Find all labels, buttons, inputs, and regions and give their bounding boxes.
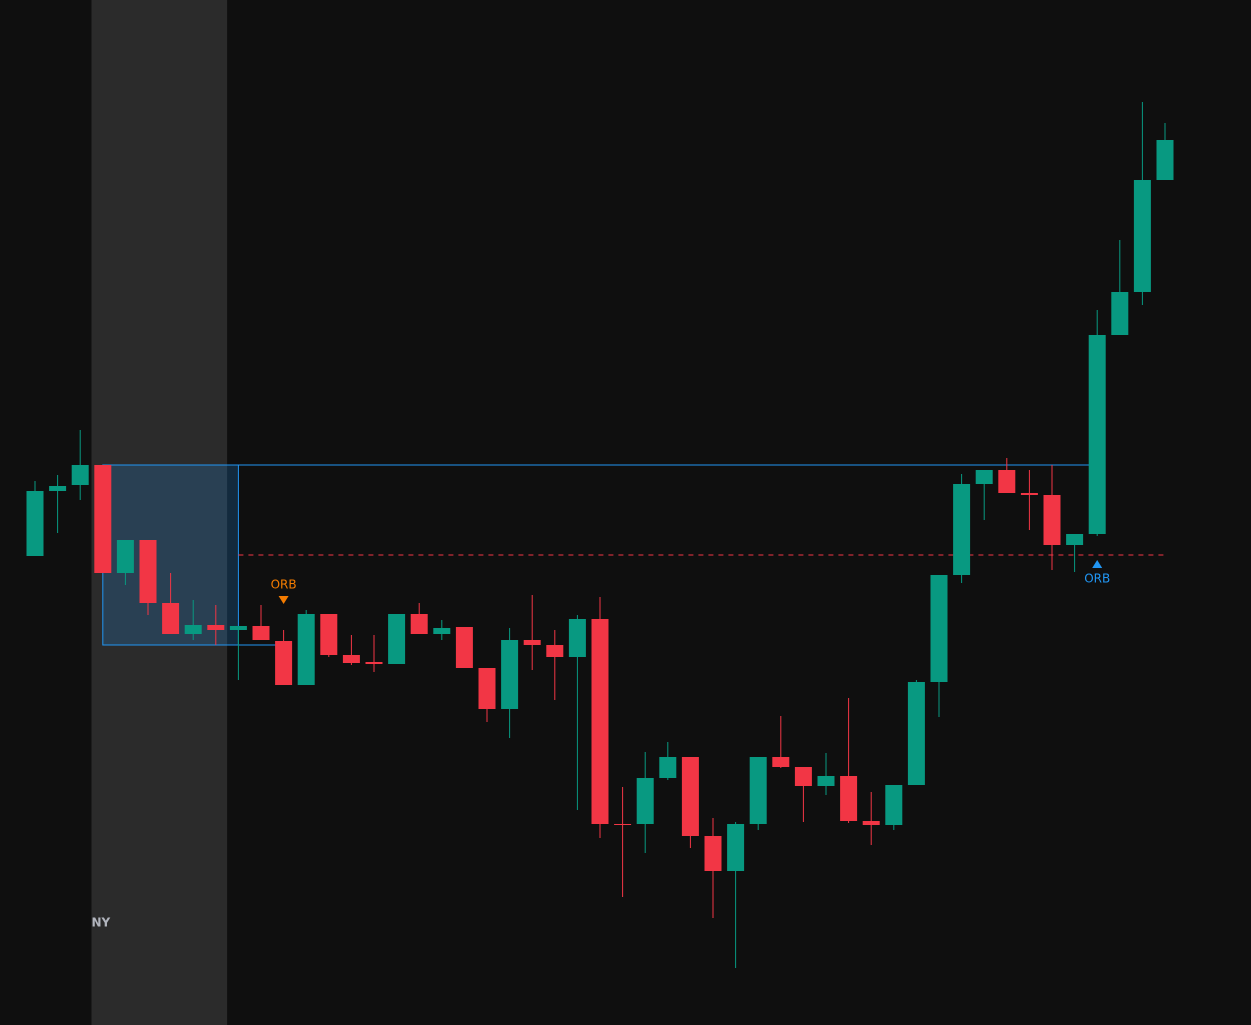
candle-body [568,619,586,657]
candle-body [229,626,247,630]
candle-body [455,627,473,668]
session-band [91,0,228,1025]
candle-body [614,824,632,825]
candle-body [26,491,44,556]
candle-body [930,575,948,682]
candle-body [659,757,677,778]
candle-body [49,486,67,491]
candle-body [749,757,767,824]
candle-body [1133,180,1151,292]
signal-marker [1092,560,1103,568]
candle-body [953,484,971,575]
candle-body [1020,493,1038,495]
candle-body [207,625,225,630]
signal-label: ORB [1084,572,1110,586]
candle-body [162,603,180,634]
candle-body [885,785,903,825]
candle-body [365,662,383,664]
session-label: NY [92,916,111,930]
candle-body [433,628,451,634]
candle-body [184,625,202,634]
candle-body [71,465,89,485]
candle-body [297,614,315,685]
candle-body [840,776,858,821]
candle-body [252,626,270,640]
candle-body [342,655,360,663]
candle-body [681,757,699,836]
candle-body [1111,292,1129,335]
candle-body [94,465,112,573]
signal-label: ORB [271,578,297,592]
candle-body [320,614,338,655]
candle-body [410,614,428,634]
candle-body [116,540,134,573]
candle-body [998,470,1016,493]
candle-body [1088,335,1106,534]
signal-marker [278,596,289,604]
candle-body [794,767,812,786]
candle-body [704,836,722,871]
candle-body [546,645,564,657]
candle-body [478,668,496,709]
candle-body [727,824,745,871]
candle-body [388,614,406,664]
candle-body [591,619,609,824]
candle-body [139,540,157,603]
candle-body [1043,495,1061,545]
candle-body [1066,534,1084,545]
candle-body [1156,140,1174,180]
candle-body [501,640,519,709]
candle-body [772,757,790,767]
candle-body [275,641,293,685]
candle-body [975,470,993,484]
candle-body [636,778,654,824]
candle-body [862,821,880,825]
candle-body [817,776,835,786]
candle-body [523,640,541,645]
candle-body [907,682,925,785]
